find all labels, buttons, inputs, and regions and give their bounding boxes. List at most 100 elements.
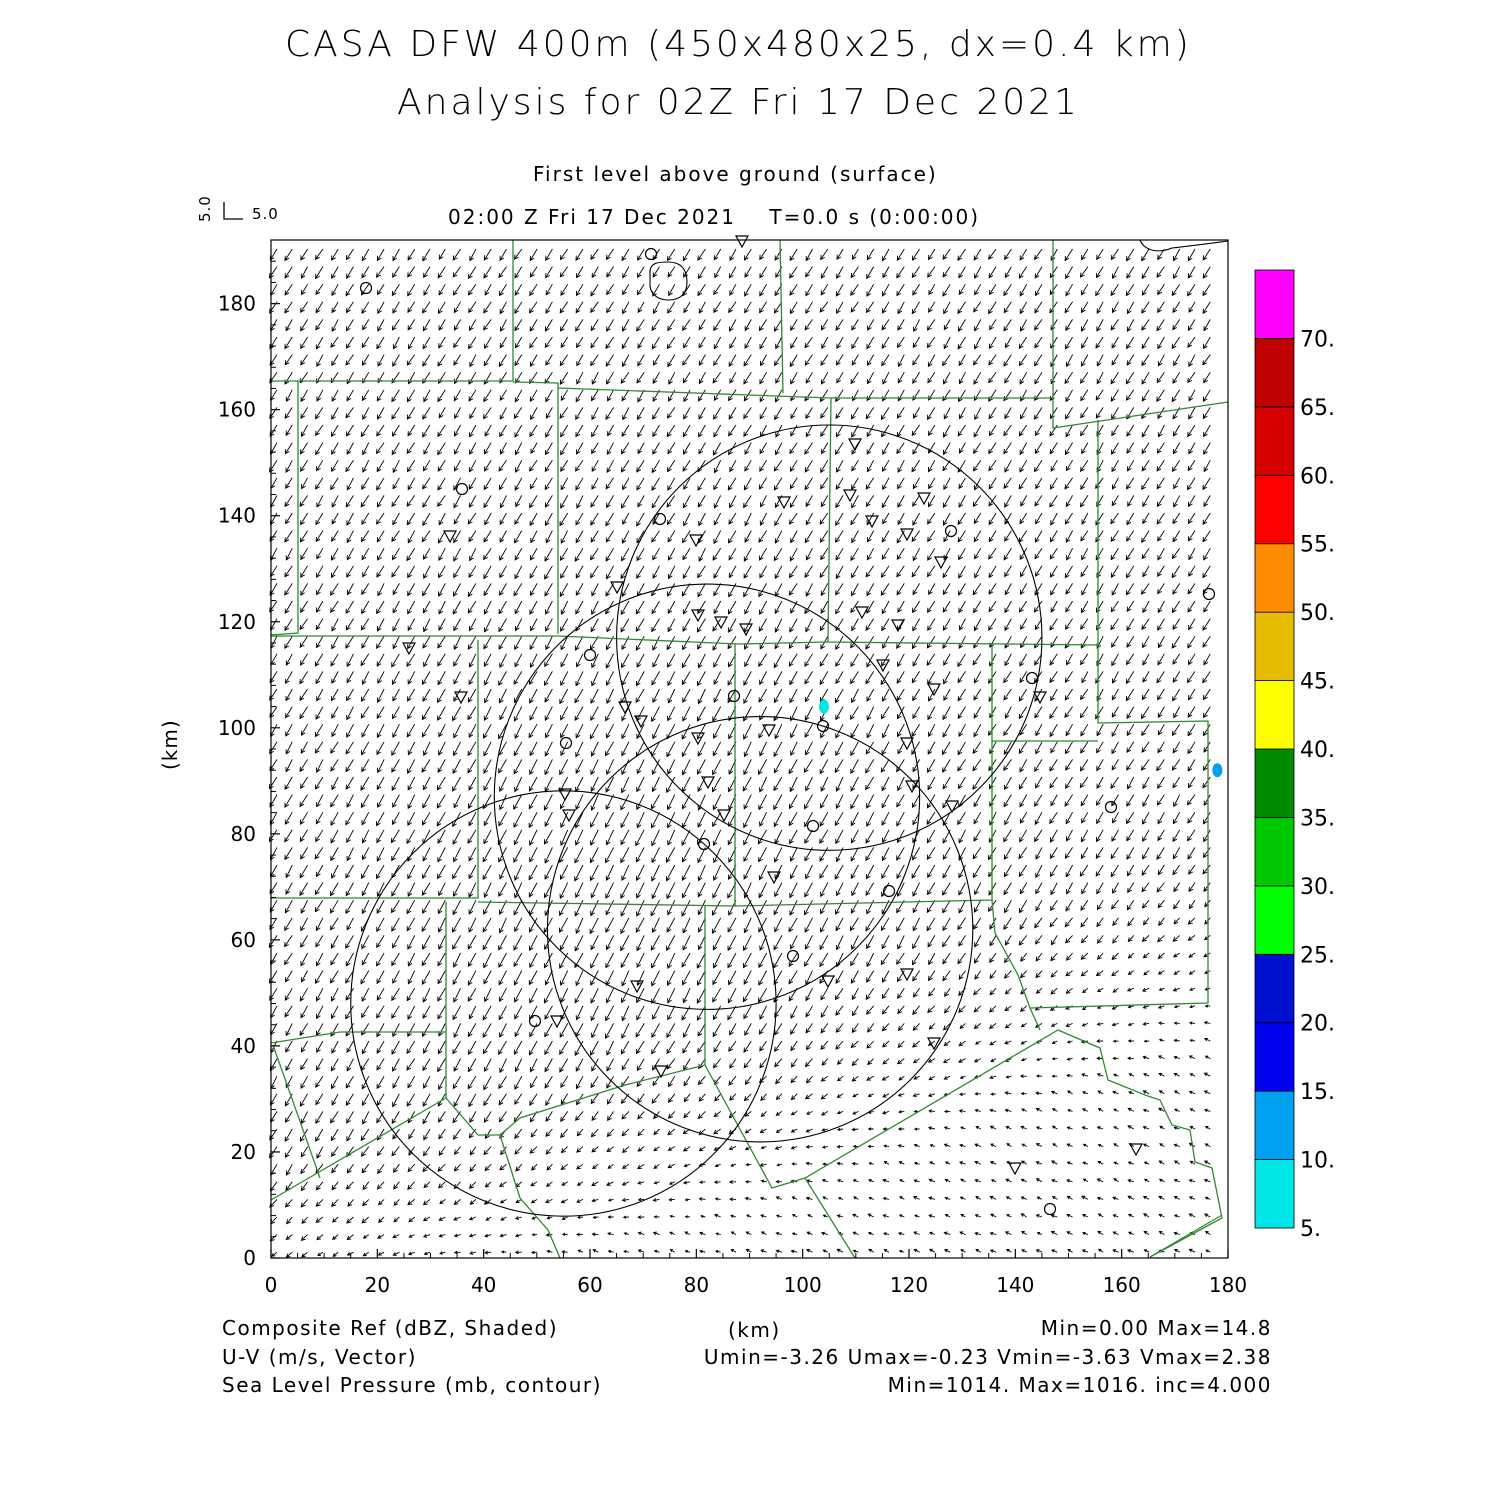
- wind-vector: [836, 336, 844, 350]
- wind-vector: [529, 266, 538, 278]
- wind-vector: [408, 1216, 415, 1223]
- wind-vector: [422, 477, 431, 490]
- wind-vector: [881, 424, 890, 438]
- wind-vector: [1142, 671, 1150, 683]
- wind-vector: [928, 248, 936, 261]
- wind-vector: [820, 600, 829, 614]
- wind-vector: [743, 354, 752, 367]
- wind-vector: [790, 1249, 798, 1254]
- wind-vector: [990, 1092, 997, 1096]
- wind-vector: [773, 741, 783, 758]
- wind-vector: [1020, 1196, 1027, 1200]
- y-tick-label: 180: [218, 292, 256, 316]
- wind-vector: [438, 248, 446, 261]
- wind-vector: [346, 1111, 354, 1124]
- wind-vector: [1049, 917, 1058, 928]
- wind-vector: [484, 1233, 492, 1238]
- wind-vector: [652, 547, 660, 561]
- wind-vector: [1097, 1213, 1104, 1218]
- wind-vector: [606, 1040, 615, 1056]
- wind-vector: [713, 847, 722, 864]
- wind-vector: [623, 1250, 629, 1254]
- wind-vector: [929, 1161, 936, 1165]
- wind-vector: [698, 442, 706, 455]
- wind-vector: [1111, 495, 1119, 507]
- wind-vector: [514, 882, 523, 899]
- wind-vector: [1019, 442, 1028, 456]
- wind-vector: [926, 794, 936, 809]
- wind-vector: [498, 970, 507, 986]
- wind-vector: [804, 952, 813, 967]
- wind-vector: [485, 1216, 492, 1221]
- wind-vector: [1202, 354, 1211, 366]
- wind-vector: [300, 1146, 308, 1158]
- wind-vector: [1065, 987, 1073, 994]
- wind-vector: [499, 547, 507, 561]
- wind-vector: [453, 847, 462, 863]
- wind-vector: [438, 741, 446, 756]
- wind-vector: [421, 811, 431, 826]
- wind-vector: [469, 1199, 477, 1205]
- wind-vector: [850, 266, 859, 279]
- wind-vector: [1003, 917, 1012, 930]
- wind-vector: [1202, 706, 1211, 719]
- wind-vector: [1065, 389, 1073, 403]
- wind-vector: [621, 653, 630, 669]
- wind-vector: [498, 671, 507, 686]
- wind-vector: [529, 336, 538, 349]
- wind-vector: [499, 653, 507, 669]
- wind-vector: [285, 1163, 293, 1176]
- wind-vector: [744, 653, 752, 668]
- wind-vector: [882, 1093, 890, 1098]
- wind-vector: [1156, 847, 1165, 860]
- wind-vector: [345, 407, 354, 419]
- wind-vector: [928, 688, 936, 702]
- wind-vector: [330, 1111, 339, 1124]
- wind-vector: [637, 1093, 645, 1104]
- wind-vector: [865, 671, 875, 685]
- wind-vector: [880, 671, 890, 686]
- colorbar-segment: [1254, 611, 1295, 681]
- wind-vector: [974, 1231, 981, 1236]
- wind-vector: [1113, 1108, 1119, 1112]
- wind-vector: [559, 512, 569, 527]
- wind-vector: [439, 1199, 446, 1205]
- wind-vector: [759, 283, 767, 297]
- wind-vector: [270, 635, 278, 650]
- wind-vector: [453, 1128, 461, 1140]
- wind-vector: [1187, 635, 1196, 649]
- wind-vector: [1049, 407, 1058, 420]
- wind-vector: [851, 1023, 859, 1034]
- wind-vector: [820, 547, 829, 561]
- wind-vector: [422, 512, 431, 527]
- wind-vector: [285, 899, 293, 914]
- wind-vector: [345, 882, 354, 897]
- wind-vector: [499, 864, 507, 880]
- station-triangle-icon: [1032, 691, 1048, 705]
- wind-vector: [300, 301, 308, 313]
- wind-vector: [758, 653, 767, 667]
- wind-vector: [1141, 354, 1150, 367]
- wind-vector: [730, 1163, 737, 1167]
- wind-vector: [423, 547, 431, 560]
- wind-vector: [331, 1181, 339, 1191]
- station-circle-icon: [882, 884, 896, 898]
- wind-vector: [1127, 917, 1135, 927]
- wind-vector: [376, 829, 385, 844]
- wind-vector: [528, 811, 538, 829]
- wind-vector: [1187, 248, 1196, 262]
- wind-vector: [1050, 688, 1058, 702]
- station-triangle-icon: [944, 800, 960, 814]
- wind-vector: [1020, 389, 1028, 402]
- wind-vector: [698, 266, 706, 280]
- wind-vector: [1112, 1249, 1119, 1253]
- wind-vector: [682, 935, 691, 951]
- wind-vector: [299, 688, 308, 701]
- wind-vector: [1110, 283, 1119, 297]
- wind-vector: [437, 459, 446, 472]
- wind-vector: [882, 266, 890, 279]
- wind-vector: [407, 319, 416, 331]
- wind-vector: [850, 1040, 859, 1049]
- wind-vector: [651, 741, 660, 757]
- wind-vector: [453, 1058, 461, 1072]
